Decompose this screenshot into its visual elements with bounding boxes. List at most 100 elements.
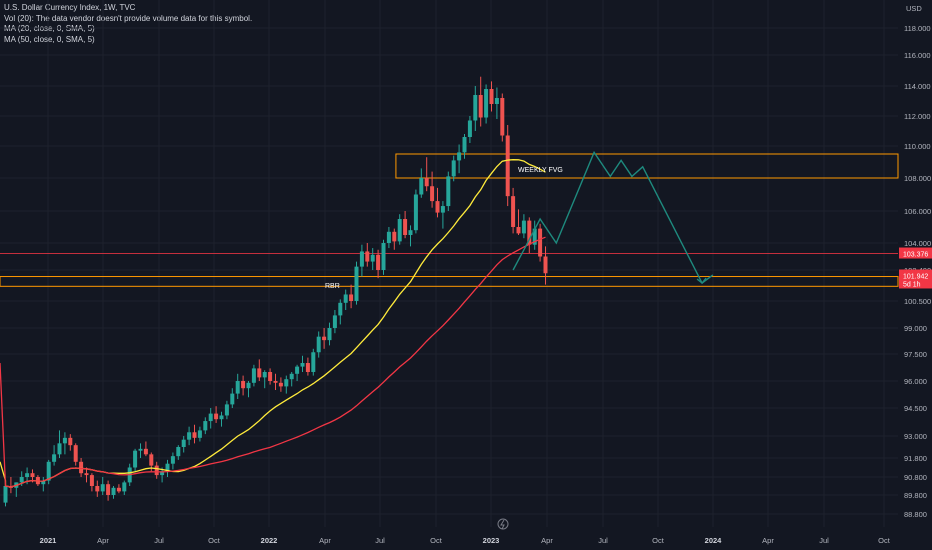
y-tick-label: 89.800 <box>904 491 927 500</box>
candle-body <box>79 461 84 474</box>
candle-body <box>273 381 278 383</box>
candle-body <box>322 336 327 341</box>
candle-body <box>430 186 435 202</box>
y-tick-label: 104.000 <box>904 239 931 248</box>
price-badge-last <box>899 269 932 289</box>
candle-body <box>100 484 105 492</box>
y-tick-label: 91.800 <box>904 454 927 463</box>
candle-body <box>511 196 516 227</box>
projection-arrow <box>696 277 707 285</box>
y-tick-label: 99.000 <box>904 324 927 333</box>
candle-body <box>149 454 154 466</box>
candle-body <box>435 201 440 213</box>
candle-body <box>214 413 219 420</box>
candle-body <box>208 413 213 422</box>
candle-body <box>424 178 429 187</box>
candle-body <box>538 228 543 257</box>
candle-body <box>52 454 57 462</box>
price-badge-last-text: 101.942 <box>903 273 928 280</box>
weekly-fvg-label: WEEKLY FVG <box>518 167 563 174</box>
candle-body <box>57 443 62 455</box>
candle-body <box>386 231 391 243</box>
candle-body <box>349 294 354 301</box>
candle-body <box>257 368 262 378</box>
candle-body <box>532 228 537 245</box>
candle-body <box>235 381 240 394</box>
candle-body <box>462 137 467 153</box>
projection-path <box>512 150 714 285</box>
candle-body <box>241 381 246 389</box>
candle-body <box>370 254 375 262</box>
lightning-icon-bolt <box>500 519 505 530</box>
candle-body <box>95 486 100 492</box>
currency-label: USD <box>906 4 922 13</box>
x-tick-label: Jul <box>375 536 385 545</box>
candle-body <box>408 230 413 235</box>
candle-body <box>160 471 165 476</box>
candle-body <box>484 89 489 118</box>
candle-body <box>543 256 548 274</box>
time-axis: 2021 Apr Jul Oct 2022 Apr Jul Oct 2023 Apr Jul Oct 2… <box>40 536 891 545</box>
legend-title: U.S. Dollar Currency Index, 1W, TVC <box>4 3 136 12</box>
y-tick-label: 116.000 <box>904 51 931 60</box>
x-tick-label: Apr <box>762 536 774 545</box>
y-tick-label: 106.000 <box>904 207 931 216</box>
candle-body <box>343 294 348 303</box>
x-tick-label: 2021 <box>40 536 57 545</box>
candle-body <box>143 448 148 455</box>
candle-body <box>397 219 402 242</box>
candle-body <box>246 382 251 389</box>
candle-body <box>467 120 472 137</box>
candle-body <box>457 152 462 161</box>
candle-body <box>106 484 111 495</box>
candle-body <box>494 98 499 104</box>
candle-body <box>116 487 121 492</box>
x-tick-label: Apr <box>319 536 331 545</box>
legend-volume: Vol (20): The data vendor doesn't provid… <box>4 13 253 23</box>
candle-body <box>181 439 186 447</box>
rbr-zone <box>0 276 899 287</box>
price-badge-hline-text: 103.376 <box>903 252 928 259</box>
moving-averages <box>0 159 546 488</box>
candle-body <box>25 473 30 477</box>
y-tick-label: 96.000 <box>904 377 927 386</box>
candle-body <box>527 220 532 245</box>
price-badge-hline <box>899 247 932 259</box>
y-tick-label: 108.000 <box>904 174 931 183</box>
candle-body <box>138 448 143 451</box>
x-tick-label: Jul <box>598 536 608 545</box>
candle-body <box>521 220 526 234</box>
candle-body <box>30 473 35 477</box>
candle-body <box>305 363 310 372</box>
candle-body <box>230 393 235 405</box>
candle-body <box>327 328 332 341</box>
candle-body <box>376 254 381 270</box>
candle-body <box>3 486 8 503</box>
candle-body <box>284 379 289 387</box>
x-tick-label: 2022 <box>261 536 278 545</box>
projection-line <box>512 150 714 285</box>
y-tick-label: 118.000 <box>904 24 931 33</box>
candle-body <box>516 227 521 234</box>
x-tick-label: Oct <box>208 536 221 545</box>
candle-body <box>365 251 370 262</box>
candle-body <box>197 430 202 438</box>
candle-body <box>338 302 343 316</box>
candle-body <box>268 372 273 381</box>
candle-body <box>446 176 451 207</box>
candle-body <box>295 366 300 374</box>
y-tick-label: 88.800 <box>904 510 927 519</box>
candle-body <box>62 437 67 444</box>
candle-body <box>311 352 316 372</box>
candle-body <box>489 89 494 104</box>
y-tick-label: 114.000 <box>904 82 931 91</box>
candles <box>3 76 548 507</box>
candle-body <box>316 336 321 353</box>
candle-body <box>154 465 159 476</box>
candle-body <box>133 450 138 468</box>
candle-body <box>413 194 418 231</box>
x-tick-label: Jul <box>819 536 829 545</box>
candle-body <box>381 243 386 270</box>
